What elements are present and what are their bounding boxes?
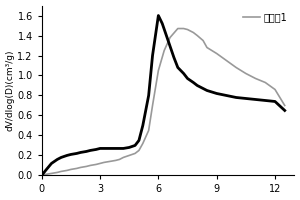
对比例1 [137,149,141,152]
对比例1 [88,164,92,167]
对比例1 [205,46,209,49]
对比例1 [141,142,145,145]
对比例1 [65,169,69,172]
对比例1 [128,154,131,157]
对比例1 [168,36,172,39]
对比例1 [176,27,180,30]
对比例1 [98,162,102,165]
对比例1 [102,161,106,164]
对比例1 [151,104,154,107]
对比例1 [162,49,166,52]
对比例1 [75,167,79,170]
对比例1 [186,28,189,31]
对比例1 [192,31,195,34]
对比例1 [85,165,88,168]
对比例1 [108,160,112,163]
对比例1 [195,34,199,37]
Line: 对比例1: 对比例1 [42,29,285,175]
对比例1 [79,166,83,169]
对比例1 [56,171,59,174]
Y-axis label: dV/dlog(D)(cm³/g): dV/dlog(D)(cm³/g) [6,50,15,131]
对比例1 [114,159,117,162]
对比例1 [44,173,47,176]
对比例1 [157,69,160,72]
对比例1 [263,81,267,84]
对比例1 [225,59,228,62]
对比例1 [201,39,205,42]
对比例1 [122,156,125,159]
对比例1 [94,163,98,166]
对比例1 [40,174,44,177]
对比例1 [182,27,185,30]
对比例1 [283,104,286,107]
对比例1 [133,152,137,155]
对比例1 [69,168,73,171]
对比例1 [59,170,63,173]
对比例1 [50,172,53,175]
对比例1 [234,66,238,69]
对比例1 [273,88,277,91]
Legend: 对比例1: 对比例1 [241,10,290,24]
对比例1 [118,158,121,161]
对比例1 [244,72,247,75]
对比例1 [147,129,151,132]
对比例1 [215,52,218,55]
对比例1 [254,77,257,80]
